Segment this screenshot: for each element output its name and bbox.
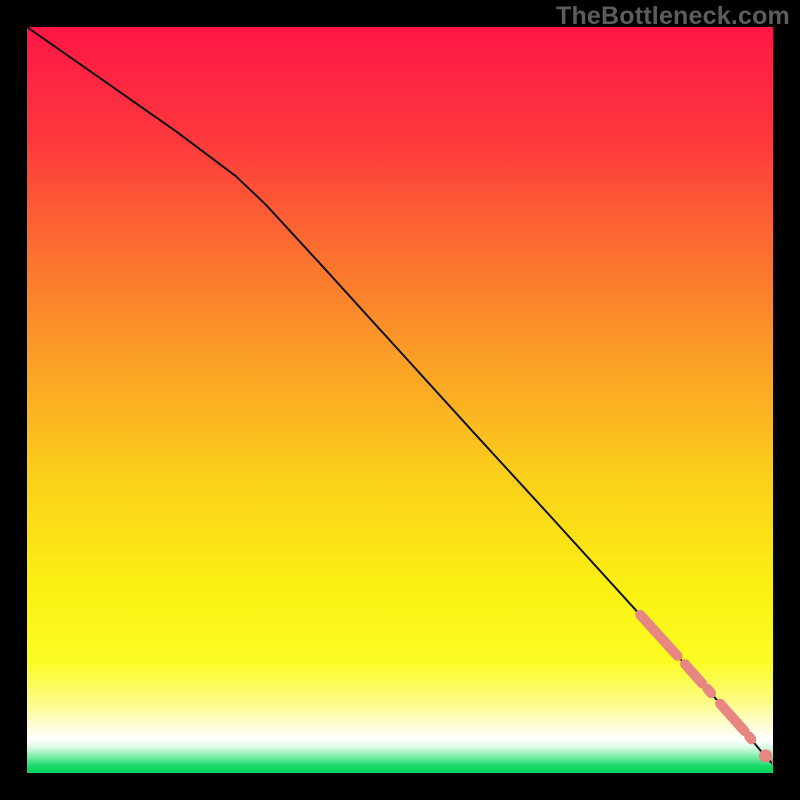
gradient-background [27,27,773,773]
highlight-segment-2 [707,689,711,693]
end-point-0 [759,749,772,762]
chart-svg [27,27,773,773]
plot-area [27,27,773,773]
watermark-label: TheBottleneck.com [556,2,790,31]
highlight-segment-4 [749,736,751,739]
chart-stage: TheBottleneck.com [0,0,800,800]
